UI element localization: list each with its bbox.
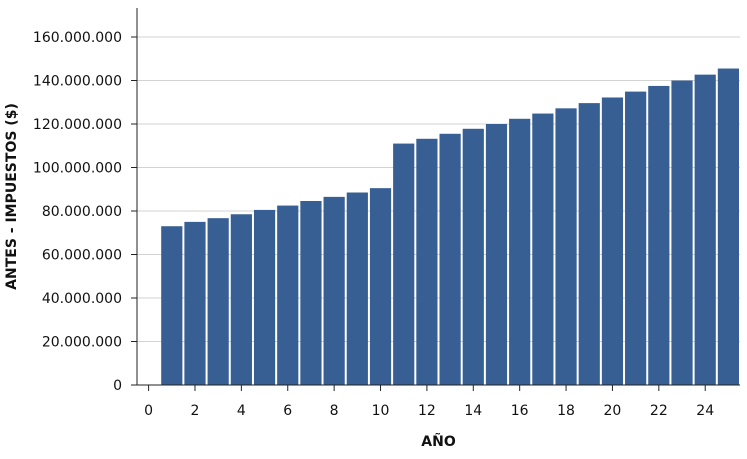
- x-tick-label: 18: [557, 403, 575, 419]
- bar-20: [601, 97, 624, 385]
- bar-3: [207, 218, 229, 385]
- bar-23: [671, 80, 693, 385]
- x-tick-label: 16: [511, 403, 529, 419]
- x-tick-label: 6: [283, 403, 292, 419]
- bar-2: [184, 221, 206, 385]
- x-axis-ticks: 0 2 4 6 8 10 12 14 16 18 20 22 24: [144, 385, 714, 419]
- bar-7: [300, 200, 322, 385]
- bar-19: [578, 103, 600, 386]
- x-tick-label: 22: [650, 403, 668, 419]
- bar-9: [346, 192, 368, 385]
- x-tick-label: 0: [144, 403, 153, 419]
- x-tick-label: 20: [604, 403, 622, 419]
- bar-5: [253, 209, 276, 385]
- x-tick-label: 14: [464, 403, 482, 419]
- bar-24: [694, 74, 716, 385]
- x-tick-label: 4: [237, 403, 246, 419]
- y-tick-label: 120.000.000: [33, 117, 122, 133]
- bar-6: [277, 205, 299, 385]
- axes: [136, 8, 740, 386]
- y-tick-label: 20.000.000: [42, 335, 122, 351]
- bar-11: [393, 143, 415, 385]
- bar-1: [161, 226, 183, 385]
- bars: [161, 68, 739, 386]
- bar-22: [648, 85, 670, 385]
- bar-25: [717, 68, 739, 385]
- bar-10: [369, 188, 392, 385]
- y-tick-label: 60.000.000: [42, 248, 122, 264]
- y-tick-label: 140.000.000: [33, 74, 122, 90]
- bar-14: [462, 128, 484, 385]
- bar-8: [323, 196, 345, 385]
- x-tick-label: 2: [191, 403, 200, 419]
- x-axis-title: AÑO: [421, 433, 456, 450]
- y-tick-label: 40.000.000: [42, 291, 122, 307]
- bar-4: [230, 214, 252, 385]
- bar-15: [485, 124, 508, 385]
- y-axis-ticks: 0 20.000.000 40.000.000 60.000.000 80.000.00…: [33, 30, 137, 394]
- x-tick-label: 8: [330, 403, 339, 419]
- y-tick-label: 80.000.000: [42, 204, 122, 220]
- x-tick-label: 24: [696, 403, 714, 419]
- y-tick-label: 100.000.000: [33, 161, 122, 177]
- bar-12: [416, 138, 438, 385]
- y-tick-label: 160.000.000: [33, 30, 122, 46]
- bar-13: [439, 133, 461, 385]
- x-tick-label: 10: [372, 403, 390, 419]
- bar-21: [625, 91, 647, 385]
- bar-16: [509, 118, 531, 385]
- y-axis-title: ANTES - IMPUESTOS ($): [4, 103, 20, 290]
- bar-18: [555, 108, 577, 385]
- y-tick-label: 0: [113, 378, 122, 394]
- x-tick-label: 12: [418, 403, 436, 419]
- bar-17: [532, 113, 554, 385]
